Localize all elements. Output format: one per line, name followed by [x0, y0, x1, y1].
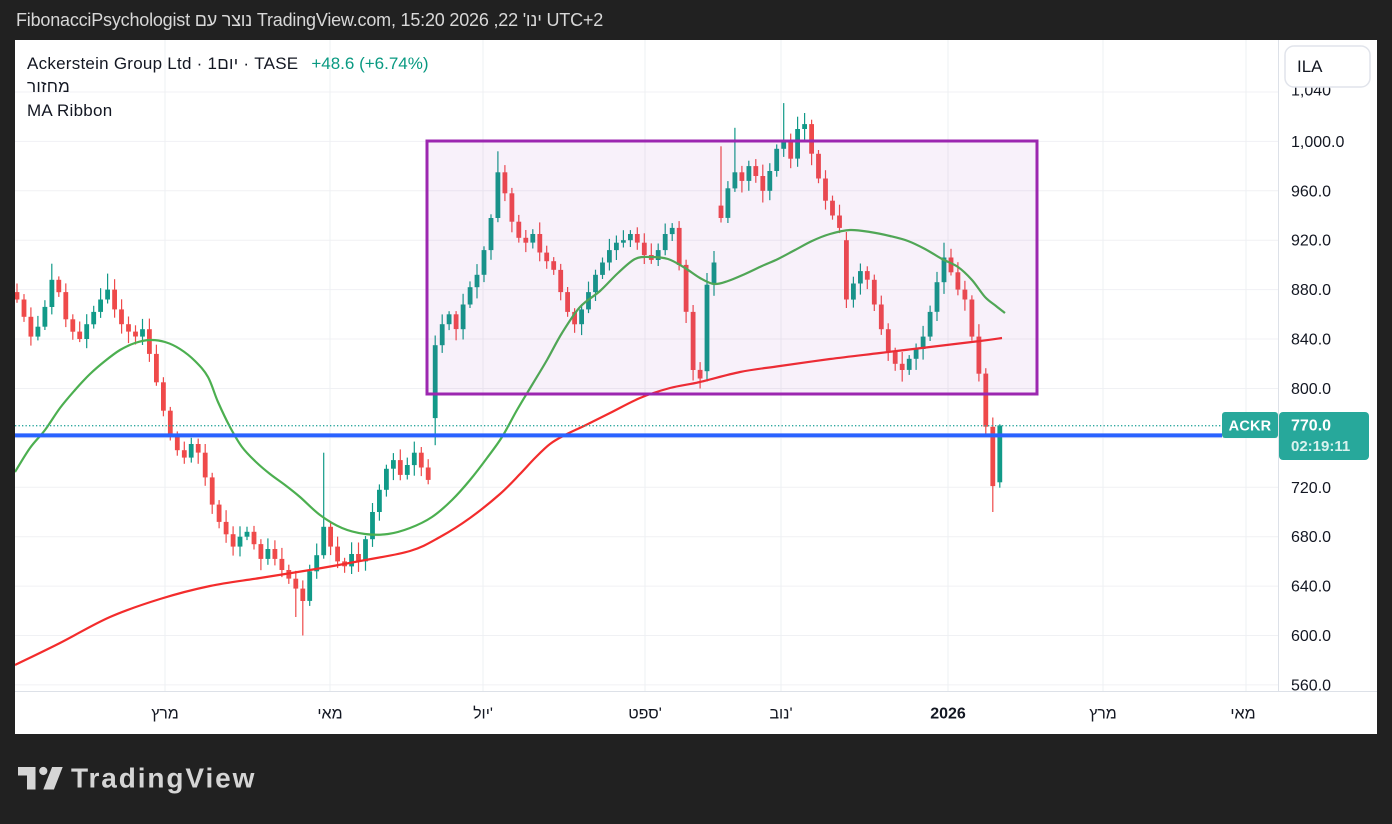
svg-text:מרץ: מרץ	[151, 706, 179, 723]
svg-text:1,000.0: 1,000.0	[1291, 134, 1344, 151]
svg-text:680.0: 680.0	[1291, 529, 1331, 546]
svg-text:מאי: מאי	[317, 706, 342, 723]
svg-text:מרץ: מרץ	[1089, 706, 1117, 723]
svg-text:יול': יול'	[473, 705, 493, 723]
svg-text:920.0: 920.0	[1291, 233, 1331, 250]
svg-text:560.0: 560.0	[1291, 677, 1331, 694]
svg-text:ILA: ILA	[1297, 57, 1323, 76]
svg-text:ספט': ספט'	[628, 706, 662, 723]
svg-text:720.0: 720.0	[1291, 480, 1331, 497]
svg-text:2026: 2026	[930, 706, 966, 723]
svg-text:02:19:11: 02:19:11	[1291, 438, 1350, 455]
svg-text:840.0: 840.0	[1291, 332, 1331, 349]
svg-text:880.0: 880.0	[1291, 282, 1331, 299]
svg-text:מאי: מאי	[1230, 706, 1255, 723]
svg-text:600.0: 600.0	[1291, 628, 1331, 645]
svg-text:640.0: 640.0	[1291, 579, 1331, 596]
svg-text:TradingView: TradingView	[71, 763, 256, 794]
svg-text:960.0: 960.0	[1291, 183, 1331, 200]
svg-text:נוב': נוב'	[769, 706, 792, 723]
svg-text:770.0: 770.0	[1291, 418, 1331, 435]
svg-text:800.0: 800.0	[1291, 381, 1331, 398]
svg-text:ACKR: ACKR	[1229, 419, 1272, 435]
